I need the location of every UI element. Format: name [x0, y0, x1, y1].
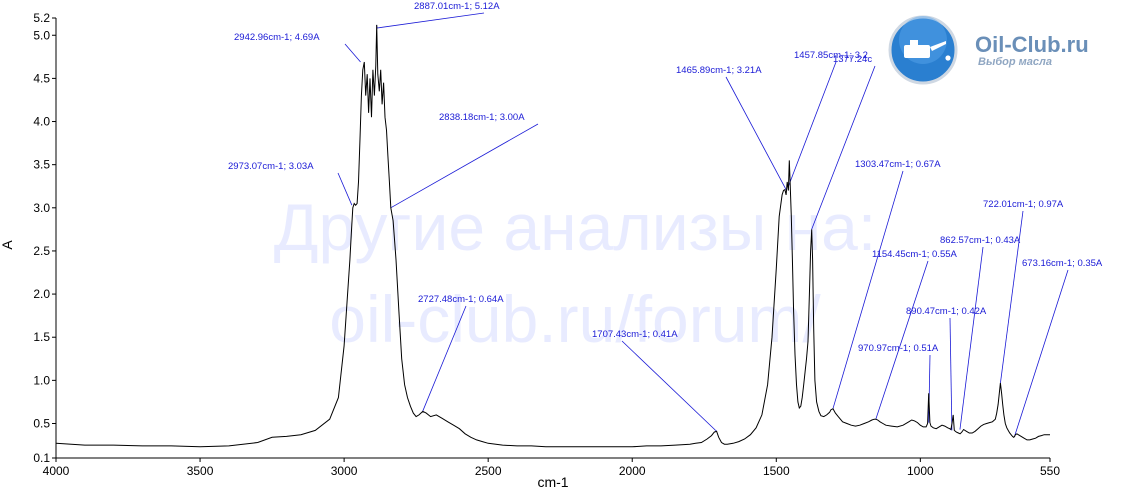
x-tick-label: 4000 — [43, 464, 70, 478]
annotation-leader-line — [390, 123, 539, 209]
y-tick-label: 0.5 — [33, 416, 50, 430]
annotation-leader-line — [832, 170, 904, 409]
watermark-line-2: oil-club.ru/forum/ — [329, 282, 821, 356]
y-tick-label: 2.5 — [33, 244, 50, 258]
peak-annotation-label: 1707.43cm-1; 0.41A — [592, 329, 678, 340]
x-tick-label: 2000 — [619, 464, 646, 478]
x-axis-ticks: 4000 3500 3000 2500 2000 1500 1000 550 — [43, 458, 1060, 478]
annotation-leader-line — [725, 76, 787, 190]
x-tick-label: 1500 — [763, 464, 790, 478]
x-axis-title: cm-1 — [537, 474, 568, 490]
peak-annotation-label: 2838.18cm-1; 3.00A — [439, 112, 525, 123]
annotation-leader-line — [1014, 269, 1069, 437]
x-tick-label: 2500 — [475, 464, 502, 478]
watermark: Другие анализы на: oil-club.ru/forum/ — [274, 190, 876, 356]
peak-annotation-label: 890.47cm-1; 0.42A — [906, 306, 987, 317]
y-axis-title: A — [0, 240, 15, 250]
annotation-leader-line — [928, 354, 931, 423]
y-tick-label: 5.0 — [33, 28, 50, 42]
y-tick-label: 3.0 — [33, 201, 50, 215]
x-tick-label: 3000 — [331, 464, 358, 478]
spectrum-line — [55, 24, 1050, 448]
peak-annotation-label: 970.97cm-1; 0.51A — [858, 343, 939, 354]
logo-subtitle: Выбор масла — [978, 56, 1052, 68]
y-tick-label: 4.0 — [33, 115, 50, 129]
peak-annotation-label: 862.57cm-1; 0.43A — [940, 235, 1021, 246]
annotation-leader-line — [788, 61, 837, 187]
y-tick-label: 5.2 — [33, 11, 50, 25]
x-tick-label: 3500 — [187, 464, 214, 478]
peak-annotation-label: 1465.89cm-1; 3.21A — [676, 65, 762, 76]
y-tick-label: 4.5 — [33, 71, 50, 85]
peak-annotation-label: 2887.01cm-1; 5.12A — [414, 1, 500, 12]
x-tick-label: 550 — [1040, 464, 1060, 478]
annotation-leader-line — [959, 246, 984, 430]
peak-annotation-label: 722.01cm-1; 0.97A — [983, 199, 1064, 210]
annotation-leader-line — [949, 317, 953, 431]
y-tick-label: 0.1 — [33, 451, 50, 465]
peak-annotation-label: 2942.96cm-1; 4.69A — [234, 32, 320, 43]
annotation-leader-line — [337, 172, 353, 206]
watermark-line-1: Другие анализы на: — [274, 190, 876, 264]
annotation-labels: 2887.01cm-1; 5.12A 2942.96cm-1; 4.69A 2838… — [228, 1, 1103, 354]
annotation-leader-line — [422, 305, 467, 412]
y-tick-label: 3.5 — [33, 158, 50, 172]
peak-annotation-label: 1377.24c — [833, 54, 872, 65]
annotation-leader-line — [376, 12, 485, 29]
x-tick-label: 1000 — [907, 464, 934, 478]
logo-title: Oil-Club.ru — [975, 32, 1089, 57]
peak-annotation-label: 2973.07cm-1; 3.03A — [228, 161, 314, 172]
y-tick-label: 1.0 — [33, 373, 50, 387]
annotation-leader-line — [811, 65, 876, 230]
plot-area: 0.1 0.5 1.0 1.5 2.0 2.5 3.0 3.5 4.0 4.5 5.0 5.2 400… — [0, 1, 1103, 490]
annotation-leader-line — [875, 260, 929, 420]
peak-annotation-label: 1154.45cm-1; 0.55A — [872, 249, 958, 260]
annotation-leader-line — [1000, 210, 1024, 383]
peak-annotation-label: 1303.47cm-1; 0.67A — [855, 159, 941, 170]
oil-can-icon — [904, 40, 951, 61]
annotation-leader-line — [621, 340, 717, 432]
peak-annotation-label: 673.16cm-1; 0.35A — [1022, 258, 1103, 269]
oil-club-logo: Oil-Club.ru Выбор масла — [888, 15, 1089, 85]
annotation-leader-line — [344, 43, 361, 63]
peak-annotation-label: 1457.85cm-1; 3.2 — [794, 50, 868, 61]
y-tick-label: 1.5 — [33, 330, 50, 344]
y-axis-ticks: 0.1 0.5 1.0 1.5 2.0 2.5 3.0 3.5 4.0 4.5 5.0 5.2 — [33, 11, 56, 465]
peak-annotation-label: 2727.48cm-1; 0.64A — [418, 294, 504, 305]
annotation-leaders — [337, 12, 1069, 437]
y-tick-label: 2.0 — [33, 287, 50, 301]
